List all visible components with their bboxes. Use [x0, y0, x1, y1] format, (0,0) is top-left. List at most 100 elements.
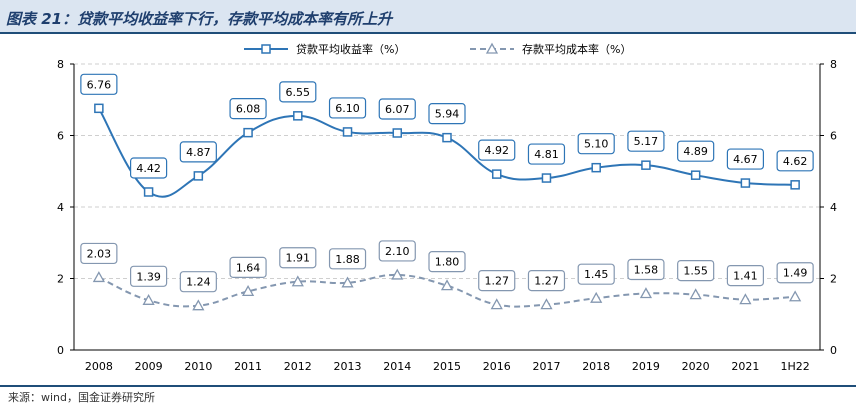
data-label-loan-yield: 4.87 — [186, 146, 211, 159]
data-label-box-loan-yield — [378, 98, 416, 120]
line-chart: 0 2 4 6 8 0 2 4 6 8 2008 2009 2010 2011 2012 2013 2014 20… — [57, 42, 837, 373]
x-tick-label: 1H22 — [780, 360, 809, 373]
data-point-deposit-cost — [440, 279, 454, 291]
data-label-loan-yield: 4.62 — [783, 155, 808, 168]
data-label-box-deposit-cost — [279, 247, 317, 269]
x-tick-label: 2010 — [184, 360, 212, 373]
data-point-loan-yield — [293, 111, 303, 121]
data-label-loan-yield: 6.08 — [236, 103, 261, 116]
data-label-box-deposit-cost — [179, 271, 217, 293]
data-label-deposit-cost: 1.45 — [584, 268, 609, 281]
legend-item-loan-yield-marker — [261, 44, 271, 54]
data-label-box-deposit-cost — [677, 259, 715, 282]
data-label-loan-yield: 4.67 — [733, 153, 758, 166]
data-label-box-loan-yield — [776, 150, 814, 172]
data-label-box-deposit-cost — [726, 264, 765, 287]
data-label-box-loan-yield — [130, 157, 168, 179]
data-point-loan-yield — [143, 187, 154, 197]
data-label-deposit-cost: 1.27 — [534, 275, 559, 288]
data-label-box-loan-yield — [279, 81, 317, 103]
data-label-deposit-cost: 2.10 — [385, 245, 410, 258]
data-point-loan-yield — [541, 173, 552, 183]
data-point-deposit-cost — [391, 268, 404, 280]
data-label-box-deposit-cost — [378, 240, 416, 262]
x-tick-label: 2015 — [433, 360, 461, 373]
data-label-deposit-cost: 1.64 — [236, 261, 261, 274]
data-label-box-loan-yield — [677, 140, 715, 162]
data-point-deposit-cost — [689, 288, 702, 300]
data-point-deposit-cost — [241, 285, 255, 297]
data-point-deposit-cost — [639, 287, 653, 299]
source-note: 来源：wind，国金证券研究所 — [8, 391, 156, 404]
data-label-deposit-cost: 1.88 — [335, 253, 360, 266]
data-label-box-deposit-cost — [428, 251, 466, 273]
data-label-deposit-cost: 1.24 — [186, 276, 211, 289]
data-label-box-loan-yield — [328, 97, 367, 119]
data-label-loan-yield: 6.07 — [385, 103, 410, 116]
x-tick-label: 2021 — [731, 360, 759, 373]
data-point-loan-yield — [243, 127, 253, 138]
series-line-deposit-cost — [98, 273, 796, 308]
data-label-box-loan-yield — [478, 139, 516, 161]
data-label-box-deposit-cost — [130, 265, 168, 287]
data-label-loan-yield: 5.94 — [435, 108, 460, 121]
legend-item-loan-yield-label: 贷款平均收益率（%） — [296, 42, 405, 56]
y-tick-label-right: 6 — [830, 130, 837, 143]
legend-item-deposit-cost-label: 存款平均成本率（%） — [522, 42, 631, 56]
data-label-deposit-cost: 1.39 — [136, 270, 161, 283]
data-label-box-loan-yield — [428, 103, 466, 125]
data-label-loan-yield: 4.42 — [136, 162, 161, 175]
data-point-loan-yield — [342, 127, 353, 137]
data-point-loan-yield — [740, 178, 751, 188]
legend-item-deposit-cost-marker — [485, 42, 499, 54]
x-tick-label: 2012 — [284, 360, 312, 373]
x-tick-label: 2008 — [85, 360, 113, 373]
data-point-deposit-cost — [739, 293, 752, 305]
data-label-box-deposit-cost — [478, 269, 516, 292]
data-point-loan-yield — [690, 170, 701, 180]
data-label-deposit-cost: 1.27 — [484, 275, 509, 288]
x-tick-label: 2014 — [383, 360, 411, 373]
data-point-deposit-cost — [142, 293, 155, 305]
data-point-loan-yield — [790, 180, 800, 190]
data-point-deposit-cost — [789, 290, 802, 302]
x-tick-label: 2009 — [135, 360, 163, 373]
data-label-deposit-cost: 1.49 — [783, 267, 808, 280]
data-label-loan-yield: 6.10 — [335, 102, 360, 115]
data-label-loan-yield: 5.17 — [634, 135, 659, 148]
y-tick-label-left: 8 — [57, 58, 64, 71]
data-point-loan-yield — [591, 162, 601, 173]
data-point-loan-yield — [641, 160, 651, 170]
data-label-loan-yield: 6.55 — [286, 86, 311, 99]
y-tick-label-left: 0 — [57, 344, 64, 357]
data-label-deposit-cost: 2.03 — [87, 247, 112, 260]
data-label-loan-yield: 6.76 — [87, 78, 112, 91]
data-label-loan-yield: 4.81 — [534, 148, 559, 161]
x-tick-label: 2019 — [632, 360, 660, 373]
data-label-box-deposit-cost — [328, 248, 367, 270]
y-tick-label-right: 8 — [830, 58, 837, 71]
x-tick-label: 2020 — [682, 360, 710, 373]
data-point-loan-yield — [442, 132, 452, 143]
y-tick-label-right: 2 — [830, 273, 837, 286]
data-point-deposit-cost — [540, 298, 553, 310]
data-point-deposit-cost — [341, 276, 354, 288]
data-point-loan-yield — [491, 169, 502, 179]
y-tick-label-left: 4 — [57, 201, 64, 214]
data-label-loan-yield: 4.89 — [683, 145, 708, 158]
data-label-box-loan-yield — [726, 148, 765, 170]
data-label-deposit-cost: 1.91 — [286, 252, 311, 265]
data-label-box-deposit-cost — [577, 263, 615, 285]
data-label-box-deposit-cost — [80, 242, 118, 265]
data-label-box-loan-yield — [527, 143, 566, 165]
data-label-loan-yield: 5.10 — [584, 138, 609, 151]
data-label-deposit-cost: 1.80 — [435, 256, 460, 269]
y-tick-label-left: 6 — [57, 130, 64, 143]
y-tick-label-left: 2 — [57, 273, 64, 286]
title-bar: 图表 21：贷款平均收益率下行，存款平均成本率有所上升 — [0, 0, 856, 34]
data-label-loan-yield: 4.92 — [484, 144, 509, 157]
data-label-box-deposit-cost — [229, 256, 267, 278]
data-point-deposit-cost — [291, 275, 304, 287]
data-label-box-loan-yield — [627, 130, 665, 152]
x-tick-label: 2011 — [234, 360, 262, 373]
